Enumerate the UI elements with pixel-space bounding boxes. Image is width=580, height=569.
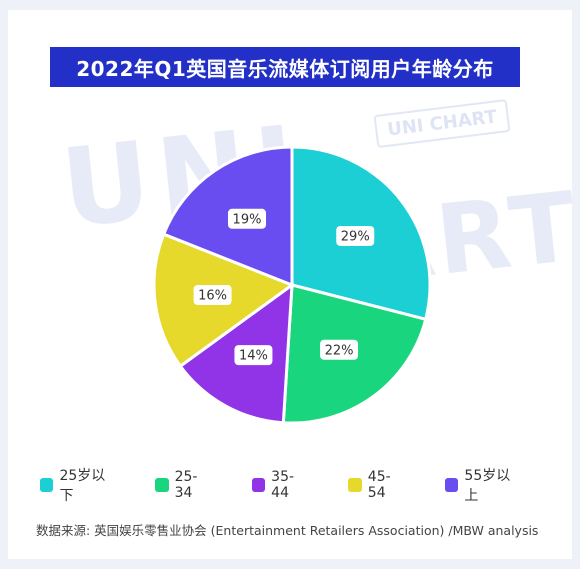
legend-item-3: 45-54 bbox=[348, 469, 407, 501]
legend-swatch bbox=[444, 478, 459, 492]
slice-label-2: 14% bbox=[239, 349, 268, 364]
slice-label-bg-4 bbox=[228, 208, 267, 229]
legend-label: 25岁以下 bbox=[59, 468, 106, 504]
pie-slices bbox=[152, 145, 432, 425]
legend-item-2: 35-44 bbox=[251, 469, 311, 501]
slice-label-3: 16% bbox=[198, 289, 227, 304]
legend-item-1: 25-34 bbox=[155, 469, 214, 501]
legend-swatch bbox=[155, 478, 169, 492]
legend: 25岁以下 25-34 35-44 45-54 55岁以上 bbox=[40, 468, 560, 504]
legend-label: 55岁以上 bbox=[464, 468, 511, 504]
legend-label: 25-34 bbox=[174, 469, 198, 501]
legend-label: 45-54 bbox=[367, 469, 391, 501]
slice-label-bg-2 bbox=[234, 345, 273, 366]
pie-labels: 29% 22% 14% 16% 19% bbox=[193, 208, 375, 366]
legend-item-0: 25岁以下 bbox=[40, 465, 117, 505]
slice-label-1: 22% bbox=[325, 343, 354, 358]
chart-title: 2022年Q1英国音乐流媒体订阅用户年龄分布 bbox=[50, 47, 520, 87]
pie-slice-4 bbox=[161, 145, 294, 288]
slice-label-0: 29% bbox=[341, 229, 370, 244]
slice-label-bg-0 bbox=[336, 225, 375, 246]
slice-label-bg-1 bbox=[320, 339, 359, 360]
legend-item-4: 55岁以上 bbox=[444, 465, 522, 505]
legend-swatch bbox=[40, 478, 54, 492]
slice-label-4: 19% bbox=[233, 212, 262, 227]
legend-swatch bbox=[251, 478, 266, 492]
legend-swatch bbox=[348, 478, 362, 492]
slice-label-bg-3 bbox=[193, 285, 232, 306]
source-note: 数据来源: 英国娱乐零售业协会 (Entertainment Retailers… bbox=[36, 523, 539, 538]
legend-label: 35-44 bbox=[271, 469, 295, 501]
